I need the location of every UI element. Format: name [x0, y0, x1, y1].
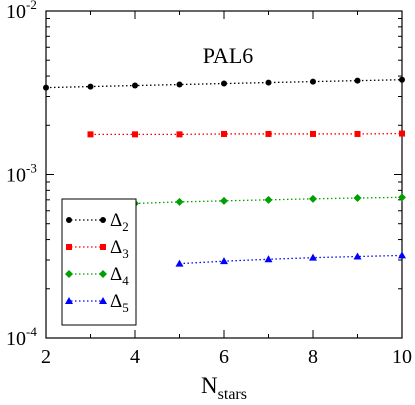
y-tick-label-base: 10: [6, 328, 26, 350]
legend-label-main: Δ: [110, 291, 122, 312]
data-point: [398, 251, 406, 259]
x-tick-label: 2: [41, 346, 51, 368]
data-point: [310, 130, 316, 137]
data-point: [264, 195, 273, 204]
legend-item: Δ4: [65, 264, 129, 288]
data-point: [398, 193, 406, 202]
series-line: [179, 254, 403, 265]
data-point: [399, 130, 405, 137]
x-axis-label-main: N: [201, 373, 218, 398]
y-tick-label-base: 10: [6, 1, 26, 23]
x-axis-label-sub: stars: [218, 386, 247, 403]
data-point: [309, 194, 317, 203]
legend-item: Δ2: [66, 210, 129, 234]
data-point: [265, 79, 272, 86]
legend-marker: [66, 217, 72, 223]
series-Δ3: [87, 130, 405, 138]
data-point: [309, 253, 317, 261]
legend-label: Δ5: [110, 291, 129, 315]
legend-item: Δ5: [65, 291, 129, 315]
y-tick-label: 10-2: [6, 0, 37, 23]
data-point: [310, 78, 316, 85]
data-point: [175, 259, 184, 267]
data-point: [87, 131, 94, 138]
series-Δ5: [175, 251, 406, 267]
legend-marker: [100, 217, 106, 223]
data-point: [354, 77, 361, 84]
legend-item: Δ3: [66, 237, 129, 261]
legend-label-main: Δ: [110, 210, 122, 231]
y-tick-label-exponent: -4: [26, 324, 37, 339]
x-axis-label: Nstars: [201, 373, 247, 403]
data-point: [264, 255, 273, 263]
data-point: [176, 81, 183, 88]
data-point: [354, 130, 361, 137]
data-point: [87, 83, 94, 90]
data-point: [265, 130, 272, 137]
x-tick-label: 6: [219, 346, 229, 368]
data-point: [176, 131, 183, 138]
data-point: [220, 196, 228, 205]
legend-label: Δ3: [110, 237, 129, 261]
legend-marker: [99, 297, 107, 304]
series-layer: [43, 76, 406, 267]
legend-label-main: Δ: [110, 264, 122, 285]
x-tick-label: 4: [130, 346, 140, 368]
data-point: [399, 76, 405, 83]
y-tick-label-exponent: -3: [26, 161, 37, 176]
legend-label-sub: 2: [122, 219, 129, 234]
x-tick-label: 8: [308, 346, 318, 368]
data-point: [220, 257, 228, 265]
y-tick-label: 10-4: [6, 324, 37, 350]
data-point: [43, 84, 49, 91]
data-point: [221, 130, 227, 137]
series-Δ4: [131, 193, 406, 208]
legend-marker: [100, 244, 106, 250]
legend-label-sub: 3: [122, 246, 129, 261]
x-tick-label: 10: [392, 346, 412, 368]
legend-label: Δ2: [110, 210, 129, 234]
y-tick-label-exponent: -2: [26, 0, 37, 12]
legend-label-sub: 4: [122, 273, 129, 288]
y-tick-label: 10-3: [6, 161, 37, 187]
legend-marker: [66, 244, 72, 250]
data-point: [353, 252, 362, 260]
data-point: [132, 82, 138, 89]
data-point: [353, 194, 362, 203]
legend-marker: [65, 297, 73, 304]
legend-label-main: Δ: [110, 237, 122, 258]
legend-marker: [65, 270, 73, 278]
data-point: [221, 80, 227, 87]
series-line: [45, 79, 403, 89]
y-tick-label-base: 10: [6, 165, 26, 187]
data-point: [132, 131, 138, 138]
data-point: [175, 197, 184, 206]
legend-label-sub: 5: [122, 300, 129, 315]
legend-marker: [99, 270, 107, 278]
series-Δ2: [43, 76, 405, 91]
chart-title: PAL6: [203, 43, 254, 68]
legend-label: Δ4: [110, 264, 129, 288]
